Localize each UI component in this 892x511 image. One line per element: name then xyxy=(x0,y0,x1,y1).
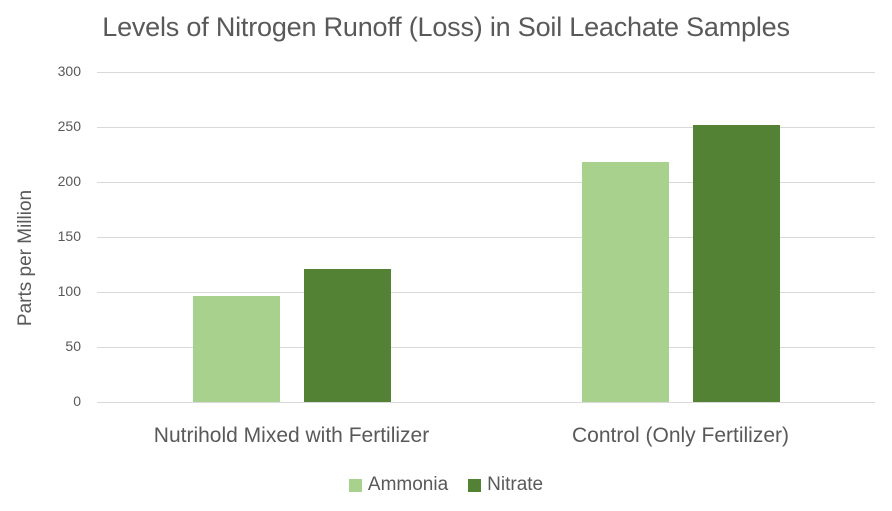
y-tick-label: 0 xyxy=(73,393,81,409)
legend-label: Ammonia xyxy=(367,474,449,495)
gridline xyxy=(97,292,875,293)
legend: Ammonia Nitrate xyxy=(0,474,892,496)
y-tick-label: 200 xyxy=(57,173,81,189)
legend-item-nitrate: Nitrate xyxy=(468,474,543,496)
gridline xyxy=(97,182,875,183)
y-tick-label: 100 xyxy=(57,283,81,299)
y-tick-label: 250 xyxy=(57,118,81,134)
bar-ammonia xyxy=(192,296,280,402)
gridline xyxy=(97,72,875,73)
legend-item-ammonia: Ammonia xyxy=(348,474,449,496)
legend-swatch-nitrate xyxy=(468,478,482,492)
y-tick-label: 300 xyxy=(57,63,81,79)
y-tick-label: 50 xyxy=(65,338,81,354)
legend-label: Nitrate xyxy=(487,474,544,495)
chart-title: Levels of Nitrogen Runoff (Loss) in Soil… xyxy=(102,12,790,42)
legend-swatch-ammonia xyxy=(348,478,362,492)
category-label: Control (Only Fertilizer) xyxy=(571,424,790,447)
bar-nitrate xyxy=(692,124,780,402)
gridline xyxy=(97,127,875,128)
y-axis-label: Parts per Million xyxy=(15,189,36,327)
y-tick-label: 150 xyxy=(57,228,81,244)
plot-area xyxy=(97,72,875,403)
gridline xyxy=(97,347,875,348)
gridline xyxy=(97,237,875,238)
category-label: Nutrihold Mixed with Fertilizer xyxy=(153,424,430,447)
bar-nitrate xyxy=(303,268,391,402)
gridline xyxy=(97,402,875,403)
bar-ammonia xyxy=(581,162,669,402)
